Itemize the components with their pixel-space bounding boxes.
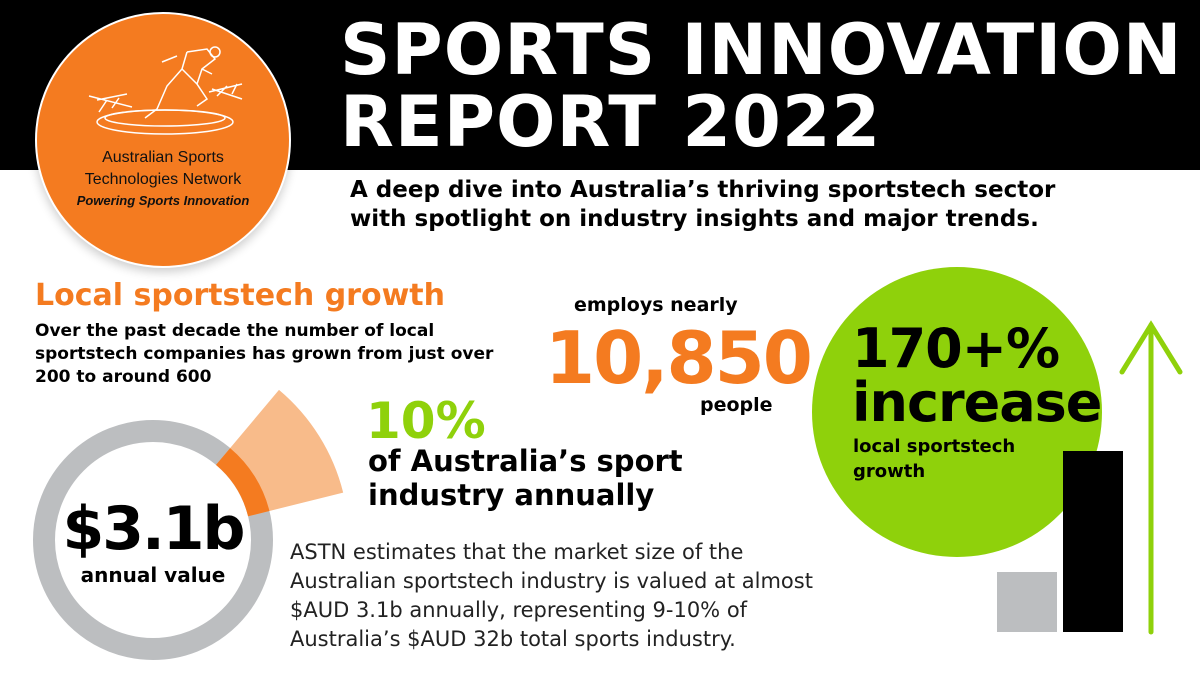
market-share-ring bbox=[33, 389, 344, 660]
share-label-line-1: of Australia’s sport bbox=[368, 444, 683, 478]
growth-percent: 170+% bbox=[852, 317, 1060, 380]
runner-icon bbox=[88, 46, 243, 135]
share-value: 10% bbox=[366, 392, 486, 450]
logo-name: Australian Sports Technologies Network bbox=[37, 147, 289, 191]
subtitle-line-1: A deep dive into Australia’s thriving sp… bbox=[350, 177, 1056, 203]
employment-value: 10,850 bbox=[545, 316, 813, 400]
title-line-2: REPORT 2022 bbox=[340, 81, 882, 163]
logo-name-line-2: Technologies Network bbox=[84, 171, 242, 188]
growth-label-line-1: local sportstech bbox=[853, 436, 1016, 457]
share-label: of Australia’s sport industry annually bbox=[368, 444, 683, 512]
growth-value: 170+% increase bbox=[852, 317, 1102, 434]
subtitle-line-2: with spotlight on industry insights and … bbox=[350, 206, 1039, 232]
market-value-label: annual value bbox=[80, 563, 226, 587]
logo-name-line-1: Australian Sports bbox=[102, 149, 224, 166]
growth-label-line-2: growth bbox=[853, 461, 926, 482]
employment-unit: people bbox=[700, 394, 773, 416]
report-subtitle: A deep dive into Australia’s thriving sp… bbox=[350, 176, 1055, 234]
ring-background bbox=[33, 420, 273, 660]
growth-bar-after bbox=[1063, 451, 1123, 632]
report-title: SPORTS INNOVATION REPORT 2022 bbox=[340, 14, 1182, 158]
share-segment bbox=[215, 448, 270, 517]
growth-word: increase bbox=[852, 371, 1102, 434]
logo-tagline: Powering Sports Innovation bbox=[76, 193, 250, 208]
growth-circle bbox=[812, 267, 1102, 557]
growth-label: local sportstech growth bbox=[853, 434, 1015, 484]
local-growth-heading: Local sportstech growth bbox=[35, 278, 445, 313]
up-arrow-icon bbox=[1119, 320, 1183, 635]
market-paragraph: ASTN estimates that the market size of t… bbox=[290, 540, 813, 651]
employs-label: employs nearly bbox=[574, 294, 738, 316]
astn-logo: Australian Sports Technologies Network P… bbox=[35, 12, 291, 268]
title-line-1: SPORTS INNOVATION bbox=[340, 9, 1183, 91]
local-growth-body: Over the past decade the number of local… bbox=[35, 321, 494, 387]
share-label-line-2: industry annually bbox=[368, 478, 655, 512]
market-value: $3.1b bbox=[62, 494, 246, 564]
growth-bar-before bbox=[997, 572, 1057, 632]
